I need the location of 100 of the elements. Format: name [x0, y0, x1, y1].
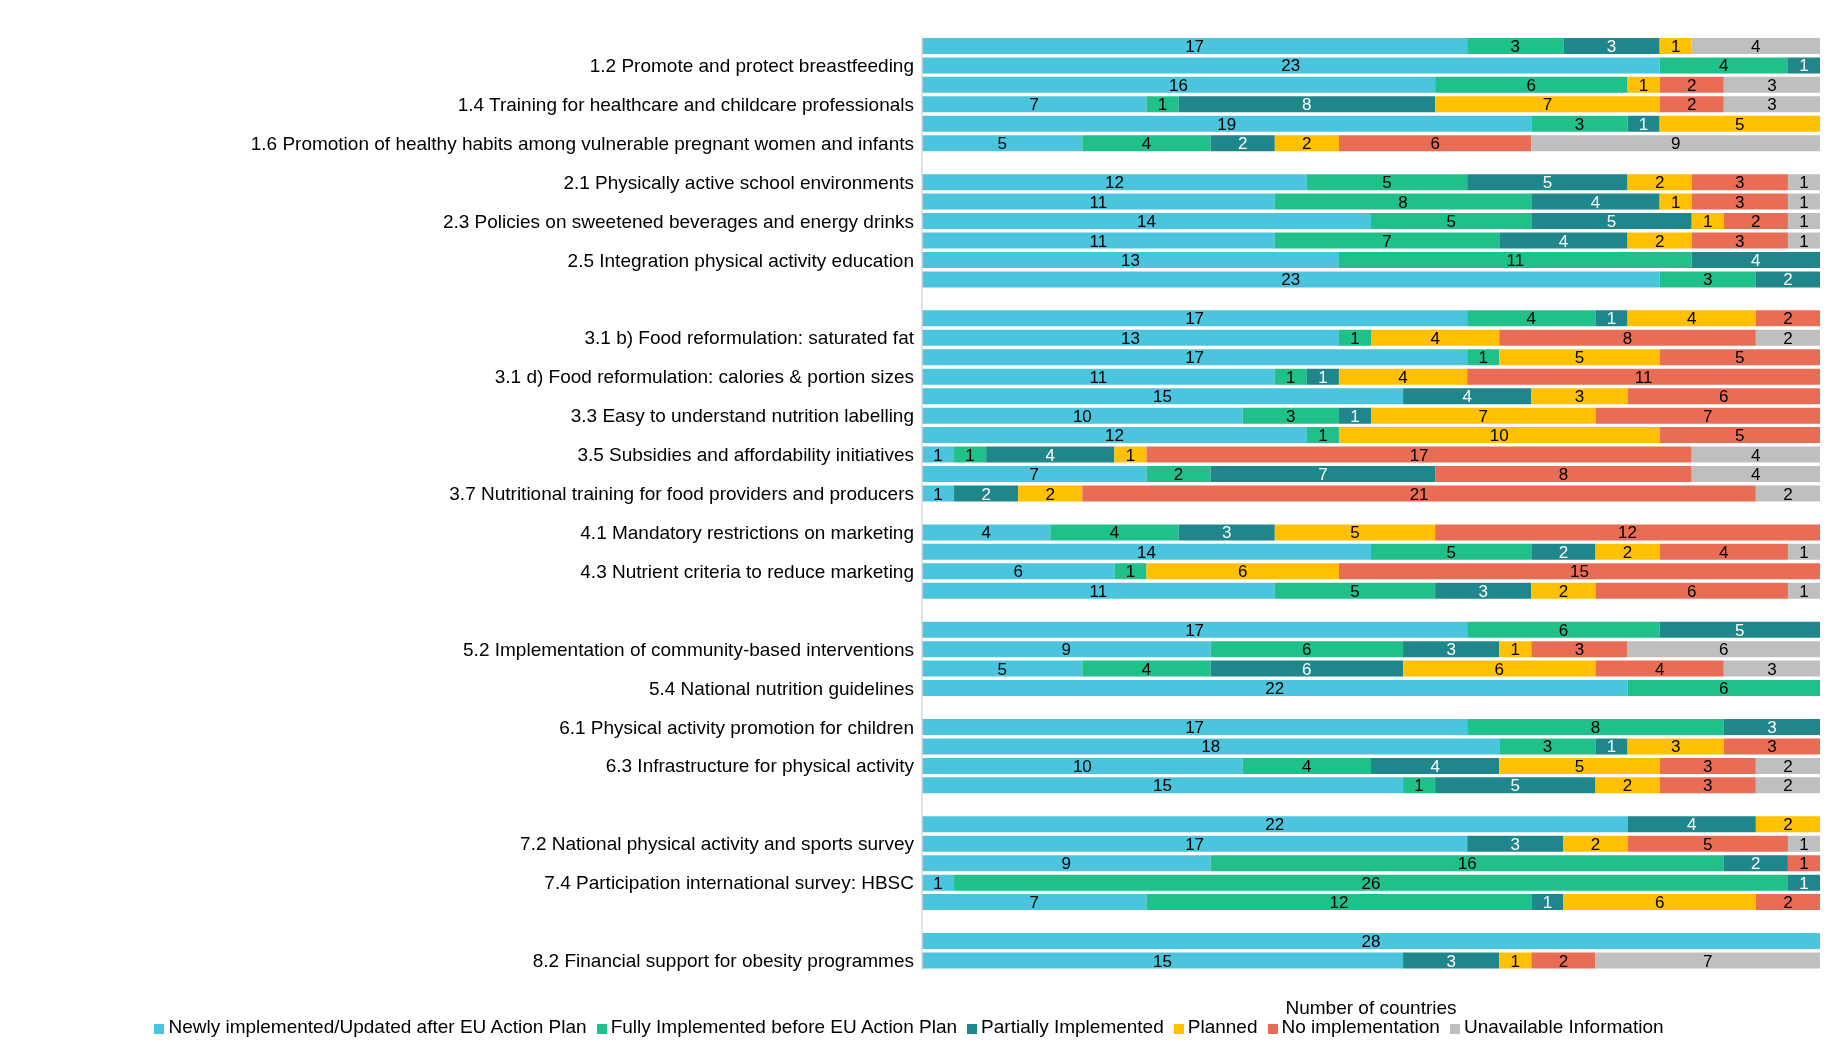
data-label: 5	[997, 659, 1007, 679]
data-label: 18	[1201, 737, 1221, 757]
data-label: 3	[1767, 659, 1777, 679]
data-label: 5	[1574, 756, 1585, 776]
bar	[1338, 251, 1692, 268]
bar	[1531, 213, 1692, 230]
bar	[1691, 446, 1820, 463]
bar	[1403, 660, 1596, 677]
bar	[1659, 115, 1820, 132]
data-label: 2	[1237, 134, 1248, 154]
bar	[954, 874, 1788, 891]
bar	[1338, 427, 1660, 444]
data-label: 6	[1558, 620, 1569, 640]
data-label: 3	[1767, 75, 1777, 95]
bar	[922, 349, 1468, 366]
bar	[1467, 621, 1660, 638]
data-label: 11	[1634, 367, 1653, 387]
data-label: 1	[1318, 426, 1328, 446]
bar	[1499, 349, 1660, 366]
data-label: 1	[1799, 873, 1809, 893]
data-label: 1	[1799, 173, 1809, 193]
data-label: 1	[1670, 192, 1681, 212]
data-label: 3	[1703, 756, 1713, 776]
bar	[1274, 582, 1436, 599]
bar	[1499, 232, 1628, 249]
data-label: 8	[1590, 718, 1601, 738]
bar	[922, 543, 1371, 560]
data-label: 1	[1478, 348, 1488, 368]
bar	[1082, 660, 1211, 677]
data-label: 1	[1799, 212, 1809, 232]
data-label: 3	[1735, 231, 1745, 251]
data-label: 2	[1558, 542, 1569, 562]
bar	[1755, 777, 1820, 794]
data-label: 2	[1622, 542, 1633, 562]
data-label: 5	[1606, 212, 1617, 232]
data-label: 17	[1185, 309, 1205, 329]
bar	[1659, 193, 1692, 210]
y-tick-label: 8.2 Financial support for obesity programmes	[532, 950, 914, 972]
data-label: 1	[1638, 75, 1649, 95]
bar	[922, 388, 1404, 405]
y-tick-label: 1.6 Promotion of healthy habits among vulnerable pregnant women and infants	[250, 132, 914, 154]
data-label: 15	[1570, 562, 1589, 582]
data-label: 4	[981, 523, 991, 543]
y-tick-label: 1.4 Training for healthcare and childcare professionals	[457, 93, 914, 115]
bar	[1210, 641, 1404, 658]
data-label: 3	[1574, 387, 1585, 407]
bar	[1627, 738, 1724, 755]
bar	[1338, 368, 1468, 385]
data-label: 1	[1125, 445, 1136, 465]
data-label: 1	[1414, 776, 1424, 796]
bar	[922, 96, 1147, 113]
bar	[922, 174, 1307, 191]
bar	[922, 271, 1660, 288]
bar	[1531, 193, 1660, 210]
data-label: 4	[1462, 387, 1472, 407]
bar	[1627, 641, 1820, 658]
y-tick-label: 2.5 Integration physical activity education	[567, 249, 914, 271]
bar	[922, 816, 1628, 833]
bar	[1627, 115, 1660, 132]
bar	[1146, 446, 1692, 463]
bar	[1595, 952, 1820, 969]
data-label: 9	[1670, 134, 1681, 154]
data-label: 3	[1286, 406, 1296, 426]
legend-label: No implementation	[1281, 1016, 1440, 1037]
bar	[1242, 757, 1371, 774]
bar	[1371, 757, 1500, 774]
bar	[986, 446, 1115, 463]
data-label: 5	[1350, 581, 1360, 601]
bar	[1178, 524, 1275, 541]
data-label: 5	[1735, 348, 1745, 368]
data-label: 10	[1072, 756, 1092, 776]
bar	[1371, 329, 1500, 346]
data-label: 5	[997, 134, 1007, 154]
data-label: 6	[1654, 893, 1665, 913]
bar	[1659, 96, 1724, 113]
bar	[1531, 952, 1596, 969]
data-label: 1	[933, 873, 943, 893]
data-label: 5	[1735, 620, 1745, 640]
data-label: 2	[1622, 776, 1633, 796]
bar	[1467, 718, 1724, 735]
bar	[1659, 757, 1756, 774]
bar	[1755, 816, 1820, 833]
data-label: 3	[1735, 192, 1745, 212]
bar	[1210, 135, 1275, 152]
bar	[1467, 835, 1564, 852]
bar	[1723, 96, 1820, 113]
data-label: 23	[1281, 56, 1301, 76]
data-label: 17	[1185, 718, 1205, 738]
bar	[1691, 37, 1820, 54]
data-label: 6	[1430, 134, 1440, 154]
data-label: 26	[1361, 873, 1381, 893]
bar	[1595, 543, 1660, 560]
data-label: 1	[1510, 640, 1521, 660]
data-label: 1	[965, 445, 975, 465]
bar	[1595, 310, 1628, 327]
bar	[922, 135, 1083, 152]
bar	[1563, 894, 1756, 911]
data-label: 2	[1173, 465, 1184, 485]
data-label: 2	[1654, 231, 1665, 251]
bar	[922, 680, 1628, 697]
